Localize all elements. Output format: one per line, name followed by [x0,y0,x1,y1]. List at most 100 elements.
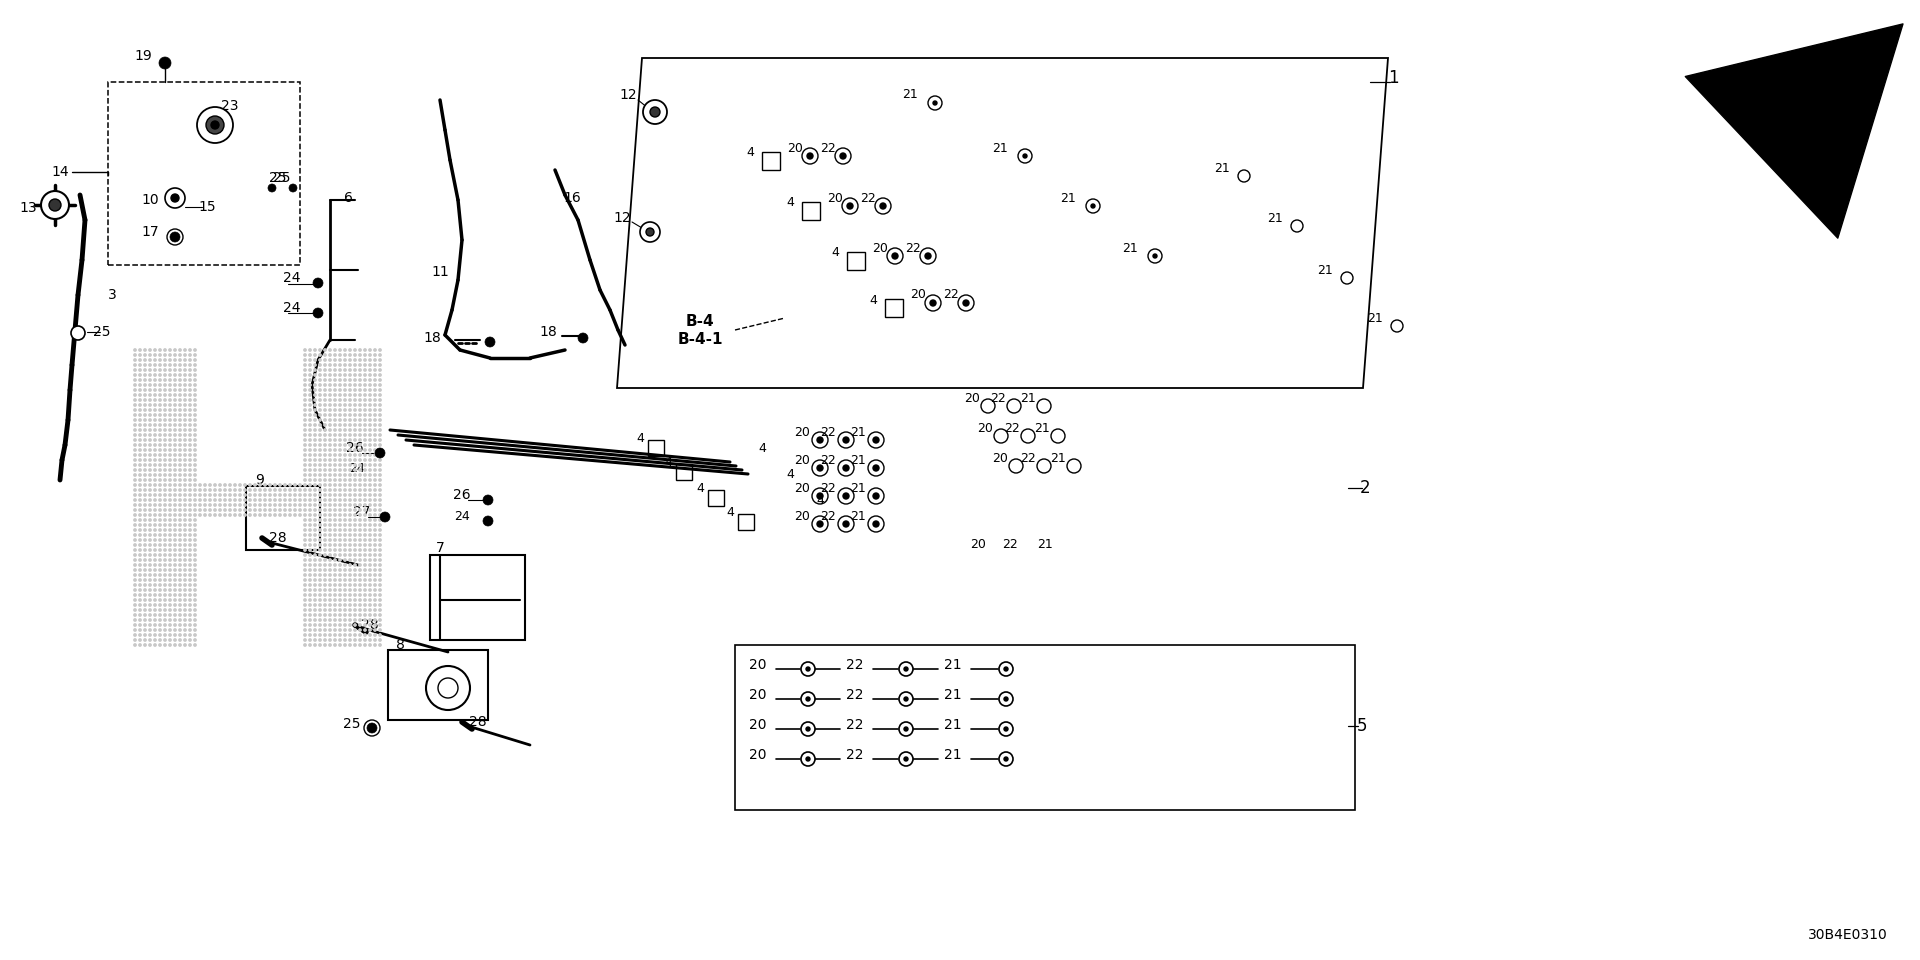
Circle shape [353,629,357,632]
Circle shape [184,548,186,551]
Circle shape [334,473,336,476]
Circle shape [349,478,351,482]
Circle shape [303,468,307,471]
Circle shape [359,493,361,496]
Circle shape [148,604,152,607]
Circle shape [313,278,323,288]
Circle shape [378,348,382,351]
Circle shape [253,514,257,516]
Circle shape [244,489,246,492]
Circle shape [154,623,157,627]
Circle shape [179,478,182,482]
Circle shape [369,459,371,462]
Circle shape [363,588,367,591]
Circle shape [334,638,336,641]
Circle shape [159,439,161,442]
Circle shape [1037,399,1050,413]
Circle shape [378,489,382,492]
Circle shape [138,423,142,426]
Circle shape [359,534,361,537]
Circle shape [359,564,361,566]
Circle shape [134,448,136,451]
Circle shape [163,509,167,512]
Circle shape [294,503,296,507]
Circle shape [313,364,317,367]
Circle shape [211,121,219,129]
Circle shape [171,194,179,202]
Circle shape [294,498,296,501]
Circle shape [159,459,161,462]
Circle shape [309,434,311,437]
Circle shape [338,378,342,381]
Circle shape [323,584,326,587]
Circle shape [173,383,177,387]
Circle shape [163,634,167,636]
Circle shape [209,509,211,512]
Circle shape [899,722,914,736]
Circle shape [159,573,161,577]
Circle shape [188,634,192,636]
Circle shape [323,459,326,462]
Circle shape [188,529,192,532]
Circle shape [303,434,307,437]
Circle shape [309,539,311,541]
Circle shape [148,434,152,437]
Circle shape [223,498,227,501]
Circle shape [263,493,267,496]
Circle shape [138,353,142,356]
Circle shape [294,489,296,492]
Circle shape [328,618,332,621]
Circle shape [309,444,311,446]
Circle shape [303,484,307,487]
Circle shape [374,643,376,646]
Circle shape [134,478,136,482]
Circle shape [309,518,311,521]
Circle shape [378,518,382,521]
Circle shape [334,434,336,437]
Circle shape [154,364,157,367]
Text: 20: 20 [787,141,803,155]
Circle shape [363,419,367,421]
Circle shape [154,369,157,372]
Circle shape [927,96,943,110]
Circle shape [338,414,342,417]
Text: 21: 21 [1060,191,1075,204]
Circle shape [263,503,267,507]
Circle shape [138,348,142,351]
Circle shape [338,509,342,512]
Circle shape [71,326,84,340]
Circle shape [173,464,177,467]
Circle shape [374,464,376,467]
Circle shape [194,409,196,412]
Circle shape [328,468,332,471]
Circle shape [328,423,332,426]
Text: 4: 4 [726,506,733,518]
Circle shape [328,493,332,496]
Circle shape [349,609,351,612]
Circle shape [284,514,286,516]
Circle shape [328,604,332,607]
Circle shape [313,308,323,318]
Circle shape [319,629,321,632]
Circle shape [319,568,321,571]
Text: 7: 7 [436,541,444,555]
Circle shape [323,493,326,496]
Circle shape [173,573,177,577]
Circle shape [169,398,171,401]
Circle shape [349,489,351,492]
Text: 30B4E0310: 30B4E0310 [1809,928,1887,942]
Circle shape [184,489,186,492]
Circle shape [144,618,146,621]
Circle shape [353,579,357,582]
Circle shape [313,604,317,607]
Circle shape [309,523,311,526]
Circle shape [303,579,307,582]
Circle shape [328,643,332,646]
Circle shape [173,489,177,492]
Circle shape [179,514,182,516]
Circle shape [323,489,326,492]
Circle shape [378,439,382,442]
Circle shape [194,568,196,571]
Circle shape [309,634,311,636]
Circle shape [1290,220,1304,232]
